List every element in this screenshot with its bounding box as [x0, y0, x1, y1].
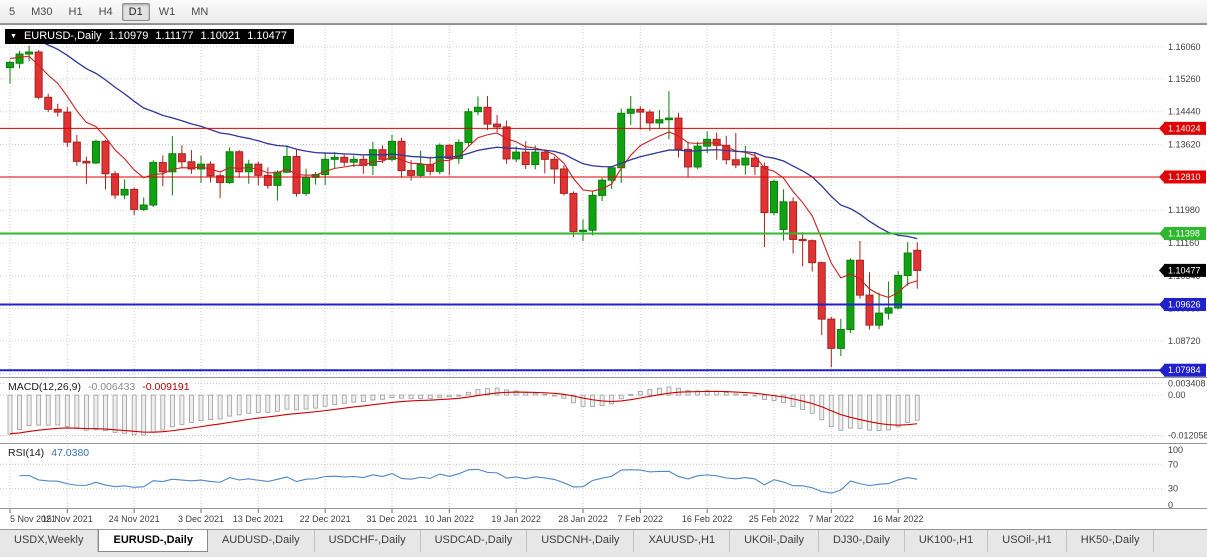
timeframe-button-m30[interactable]: M30 [24, 3, 59, 21]
panel-separators[interactable] [0, 24, 1207, 509]
svg-text:1.08720: 1.08720 [1168, 336, 1201, 346]
chart-tab-usdcad-daily[interactable]: USDCAD-,Daily [420, 530, 528, 552]
macd-indicator-label: MACD(12,26,9) -0.006433 -0.009191 [5, 381, 193, 393]
timeframe-button-5[interactable]: 5 [2, 3, 22, 21]
svg-text:25 Feb 2022: 25 Feb 2022 [749, 514, 800, 524]
chart-tab-audusd-daily[interactable]: AUDUSD-,Daily [207, 530, 315, 552]
chart-tab-hk50-daily[interactable]: HK50-,Daily [1066, 530, 1155, 552]
ohlc-low-value: 1.10021 [200, 30, 241, 42]
macd-name: MACD(12,26,9) [8, 381, 81, 393]
ohlc-close-value: 1.10477 [247, 30, 287, 42]
timeframe-button-h1[interactable]: H1 [62, 3, 90, 21]
chart-tab-usdcnh-daily[interactable]: USDCNH-,Daily [527, 530, 635, 552]
svg-text:16 Feb 2022: 16 Feb 2022 [682, 514, 733, 524]
svg-text:7 Feb 2022: 7 Feb 2022 [618, 514, 664, 524]
timeframe-button-d1[interactable]: D1 [121, 2, 150, 21]
timeframe-button-w1[interactable]: W1 [152, 3, 183, 21]
timeframe-button-mn[interactable]: MN [184, 3, 215, 21]
svg-text:1.14024: 1.14024 [1168, 123, 1201, 133]
svg-text:-0.012058: -0.012058 [1168, 430, 1207, 440]
horizontal-grid: 1.16060 1.15260 1.14440 1.13620 1.12810 1.119… [0, 42, 1201, 379]
svg-text:1.16060: 1.16060 [1168, 42, 1201, 52]
svg-text:1.11160: 1.11160 [1168, 238, 1199, 248]
chart-tab-eurusd-daily[interactable]: EURUSD-,Daily [98, 530, 208, 552]
svg-text:7 Mar 2022: 7 Mar 2022 [809, 514, 855, 524]
svg-text:3 Dec 2021: 3 Dec 2021 [178, 514, 224, 524]
svg-text:30: 30 [1168, 484, 1178, 494]
ohlc-open-value: 1.10979 [108, 30, 149, 42]
price-chart-canvas[interactable]: 1.16060 1.15260 1.14440 1.13620 1.12810 1.119… [0, 24, 1207, 529]
rsi-indicator-label: RSI(14) 47.0380 [5, 447, 93, 459]
price-axis-badges: 1.14024 1.12810 1.11398 1.09626 1.07984 1.104… [1159, 121, 1206, 377]
chart-tab-uk100-h1[interactable]: UK100-,H1 [904, 530, 989, 552]
candlesticks [6, 45, 922, 368]
svg-text:24 Nov 2021: 24 Nov 2021 [109, 514, 160, 524]
svg-text:13 Dec 2021: 13 Dec 2021 [233, 514, 284, 524]
svg-text:10 Jan 2022: 10 Jan 2022 [425, 514, 475, 524]
moving-average-lines [9, 33, 918, 298]
svg-text:70: 70 [1168, 459, 1178, 469]
svg-text:100: 100 [1168, 445, 1183, 455]
svg-text:1.14440: 1.14440 [1168, 107, 1201, 117]
macd-panel [7, 386, 920, 436]
svg-text:1.11980: 1.11980 [1168, 205, 1200, 215]
chart-symbol-label: EURUSD-,Daily [23, 30, 102, 42]
svg-text:1.07984: 1.07984 [1168, 365, 1201, 375]
svg-text:1.15260: 1.15260 [1168, 74, 1201, 84]
svg-text:1.11398: 1.11398 [1168, 229, 1200, 239]
rsi-value: 47.0380 [51, 447, 90, 459]
svg-text:19 Jan 2022: 19 Jan 2022 [491, 514, 541, 524]
macd-main-value: -0.006433 [87, 381, 136, 393]
chart-tab-usoil-h1[interactable]: USOil-,H1 [988, 530, 1067, 552]
svg-text:22 Dec 2021: 22 Dec 2021 [300, 514, 351, 524]
chart-tab-ukoil-daily[interactable]: UKOil-,Daily [730, 530, 819, 552]
svg-text:1.12810: 1.12810 [1168, 172, 1201, 182]
chart-title-ohlc[interactable]: ▼ EURUSD-,Daily 1.10979 1.11177 1.10021 … [5, 29, 294, 44]
svg-text:16 Mar 2022: 16 Mar 2022 [873, 514, 924, 524]
svg-text:1.13620: 1.13620 [1168, 140, 1201, 150]
chart-tab-xauusd-h1[interactable]: XAUUSD-,H1 [634, 530, 731, 552]
timeframe-button-h4[interactable]: H4 [92, 3, 120, 21]
ohlc-high-value: 1.11177 [155, 30, 194, 42]
horizontal-level-lines[interactable] [0, 127, 1164, 372]
svg-text:1.09626: 1.09626 [1168, 299, 1201, 309]
svg-text:0.00: 0.00 [1168, 390, 1186, 400]
chart-tab-usdchf-daily[interactable]: USDCHF-,Daily [314, 530, 421, 552]
svg-text:5 Nov 2021: 5 Nov 2021 [10, 514, 56, 524]
macd-signal-value: -0.009191 [142, 381, 190, 393]
symbol-tabbar: USDX,Weekly EURUSD-,Daily AUDUSD-,Daily USD… [0, 529, 1207, 557]
rsi-name: RSI(14) [8, 447, 45, 459]
svg-text:15 Nov 2021: 15 Nov 2021 [42, 514, 93, 524]
chart-tab-dj30-daily[interactable]: DJ30-,Daily [818, 530, 905, 552]
svg-text:1.10477: 1.10477 [1168, 265, 1201, 275]
svg-text:0: 0 [1168, 500, 1173, 510]
chart-tab-usdx-weekly[interactable]: USDX,Weekly [0, 530, 99, 552]
chart-dropdown-icon[interactable]: ▼ [10, 33, 17, 40]
svg-text:31 Dec 2021: 31 Dec 2021 [366, 514, 417, 524]
timeframe-toolbar: 5 M30 H1 H4 D1 W1 MN [0, 0, 1207, 24]
svg-text:0.003408: 0.003408 [1168, 379, 1206, 389]
svg-text:28 Jan 2022: 28 Jan 2022 [558, 514, 608, 524]
chart-window: 1.16060 1.15260 1.14440 1.13620 1.12810 1.119… [0, 24, 1207, 529]
rsi-panel [19, 468, 918, 494]
